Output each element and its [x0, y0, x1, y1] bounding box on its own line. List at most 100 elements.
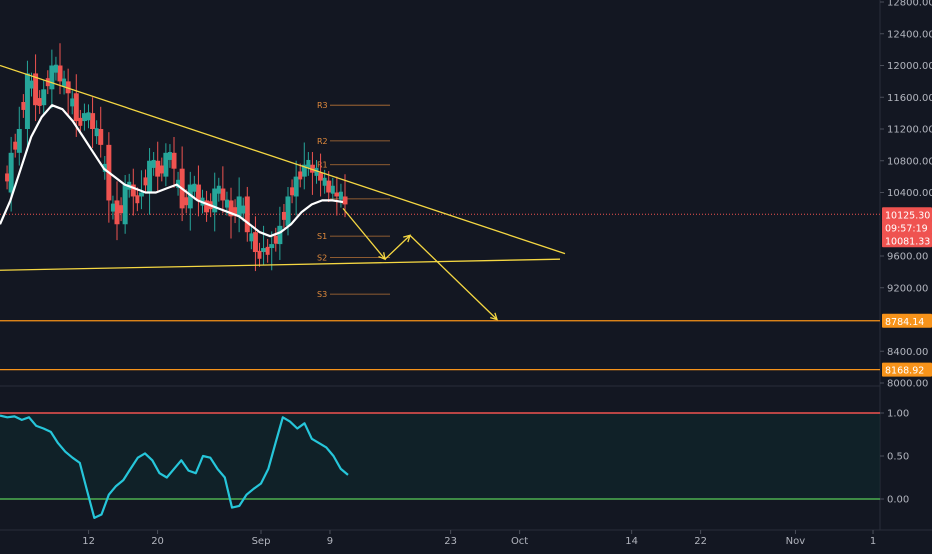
- candle-body: [257, 250, 262, 259]
- candle-body: [285, 196, 291, 226]
- candle-body: [138, 192, 144, 197]
- candle-body: [73, 93, 79, 122]
- price-axis-label: 12800.00: [887, 0, 932, 9]
- candle-body: [171, 152, 177, 169]
- oscillator-line: [0, 414, 349, 519]
- candle-body: [90, 113, 96, 129]
- pivot-level-label: R3: [317, 101, 328, 110]
- candle-body: [252, 232, 258, 253]
- candle-body: [147, 160, 153, 193]
- candle-body: [187, 184, 193, 209]
- candle-body: [273, 235, 278, 244]
- horizontal-levels-layer: [0, 213, 880, 371]
- candle-body: [37, 98, 42, 106]
- candle-body: [338, 191, 343, 200]
- moving-average-line: [0, 104, 344, 238]
- current-price-tag-bg: [882, 207, 932, 222]
- oscillator-band-fill: [0, 413, 880, 499]
- candle-body: [135, 195, 140, 204]
- price-axis-label: 10400.00: [887, 188, 932, 199]
- level-price-tag-label: 8784.14: [885, 317, 924, 328]
- projection-layer: [342, 207, 498, 321]
- candle-body: [293, 176, 299, 197]
- candle-body: [330, 185, 335, 194]
- time-axis-label: 12: [82, 536, 95, 547]
- level-price-tag-bg: [882, 362, 932, 377]
- price-axis-label: 9200.00: [887, 283, 928, 294]
- moving-average-layer: [0, 104, 344, 238]
- candle-body: [322, 177, 327, 186]
- candle-body: [298, 171, 303, 180]
- candle-body: [86, 112, 91, 121]
- candle-body: [195, 184, 201, 201]
- candle-body: [33, 73, 39, 106]
- candle-body: [309, 164, 315, 173]
- candle-body: [122, 184, 128, 225]
- candle-body: [269, 244, 275, 249]
- candle-body: [114, 200, 120, 225]
- candle-body: [342, 196, 348, 205]
- price-axis-label: 8000.00: [887, 379, 928, 390]
- candle-body: [62, 78, 67, 87]
- candle-body: [143, 177, 148, 186]
- time-axis-label: 22: [694, 536, 707, 547]
- candle-body: [5, 173, 10, 182]
- candle-body: [228, 200, 234, 217]
- candle-body: [151, 159, 156, 168]
- oscillator-axis-label: 0.00: [887, 495, 909, 506]
- time-axis-label: Oct: [511, 536, 528, 547]
- candle-body: [29, 80, 34, 89]
- candle-body: [249, 233, 254, 242]
- candle-body: [318, 172, 324, 181]
- price-axis-label: 8400.00: [887, 347, 928, 358]
- price-tags-layer: 10125.30 09:57:19 10081.33 8784.14 8168.92: [882, 207, 932, 377]
- time-axis-label: Sep: [252, 536, 271, 547]
- candle-body: [233, 207, 238, 216]
- candle-body: [8, 152, 14, 193]
- candle-body: [65, 81, 71, 94]
- candle-body: [119, 205, 124, 214]
- candle-body: [241, 205, 246, 214]
- candle-body: [224, 199, 229, 208]
- candle-body: [277, 225, 283, 245]
- time-axis-label: 23: [444, 536, 457, 547]
- candles-layer: [5, 43, 348, 272]
- price-axis-label: 11200.00: [887, 125, 932, 136]
- candle-body: [155, 160, 161, 177]
- time-axis-label: 1: [870, 536, 876, 547]
- candle-body: [314, 167, 319, 176]
- oscillator-axis-label: 0.50: [887, 452, 909, 463]
- oscillator-layer: [0, 412, 880, 519]
- candle-body: [176, 179, 181, 188]
- candle-body: [265, 246, 270, 255]
- secondary-price-tag-bg: [882, 233, 932, 248]
- time-axis-label: 20: [151, 536, 164, 547]
- ascending-trendline: [0, 258, 561, 271]
- secondary-price-tag-label: 10081.33: [885, 236, 930, 247]
- candle-body: [49, 65, 55, 90]
- candle-body: [306, 159, 311, 168]
- candle-body: [45, 78, 50, 87]
- candle-body: [163, 152, 169, 177]
- price-axis-label: 11600.00: [887, 93, 932, 104]
- oscillator-axis-label: 1.00: [887, 409, 909, 420]
- countdown-tag-bg: [882, 220, 932, 235]
- time-axis-label: 9: [327, 536, 333, 547]
- price-axis[interactable]: 12800.00 12400.00 12000.00 11600.00 11200.00…: [880, 0, 932, 506]
- projection-arrow-segment: [384, 234, 411, 260]
- candle-body: [81, 113, 87, 122]
- projection-arrow-segment: [342, 207, 386, 260]
- current-price-tag-label: 10125.30: [885, 210, 930, 221]
- candle-body: [167, 152, 172, 160]
- candle-body: [301, 164, 307, 177]
- candle-body: [236, 196, 242, 217]
- price-axis-label: 10800.00: [887, 156, 932, 167]
- pivot-level-label: S3: [317, 290, 327, 299]
- price-axis-label: 12400.00: [887, 29, 932, 40]
- time-axis[interactable]: 12 20 Sep 9 23 Oct 14 22 Nov 1: [82, 530, 876, 547]
- price-axis-label: 9600.00: [887, 252, 928, 263]
- candle-body: [220, 188, 226, 201]
- candle-body: [16, 129, 22, 153]
